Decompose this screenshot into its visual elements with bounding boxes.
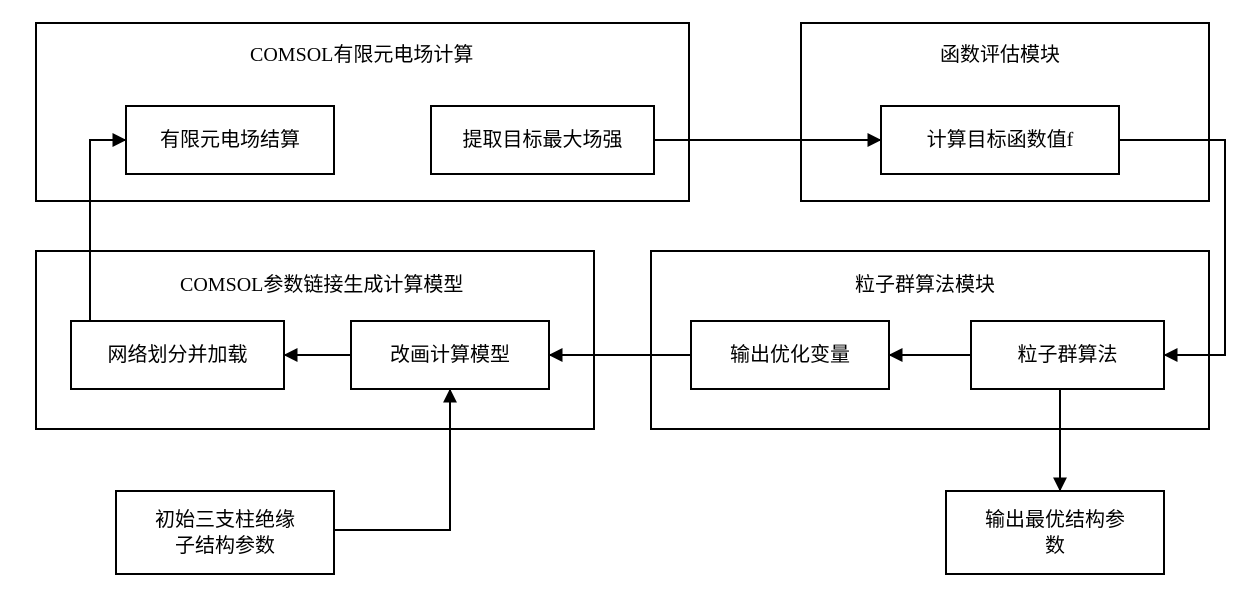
node-outvar: 输出优化变量 [690,320,890,390]
node-remodel: 改画计算模型 [350,320,550,390]
group-param-title: COMSOL参数链接生成计算模型 [180,268,463,297]
group-eval-title: 函数评估模块 [940,38,1060,67]
group-comsol-fea-title: COMSOL有限元电场计算 [250,38,473,67]
flowchart-canvas: COMSOL有限元电场计算 函数评估模块 COMSOL参数链接生成计算模型 粒子… [0,0,1240,607]
node-pso: 粒子群算法 [970,320,1165,390]
node-best: 输出最优结构参 数 [945,490,1165,575]
node-objfn: 计算目标函数值f [880,105,1120,175]
node-init: 初始三支柱绝缘 子结构参数 [115,490,335,575]
node-mesh: 网络划分并加载 [70,320,285,390]
node-extract: 提取目标最大场强 [430,105,655,175]
group-pso-title: 粒子群算法模块 [855,268,995,297]
node-fea: 有限元电场结算 [125,105,335,175]
